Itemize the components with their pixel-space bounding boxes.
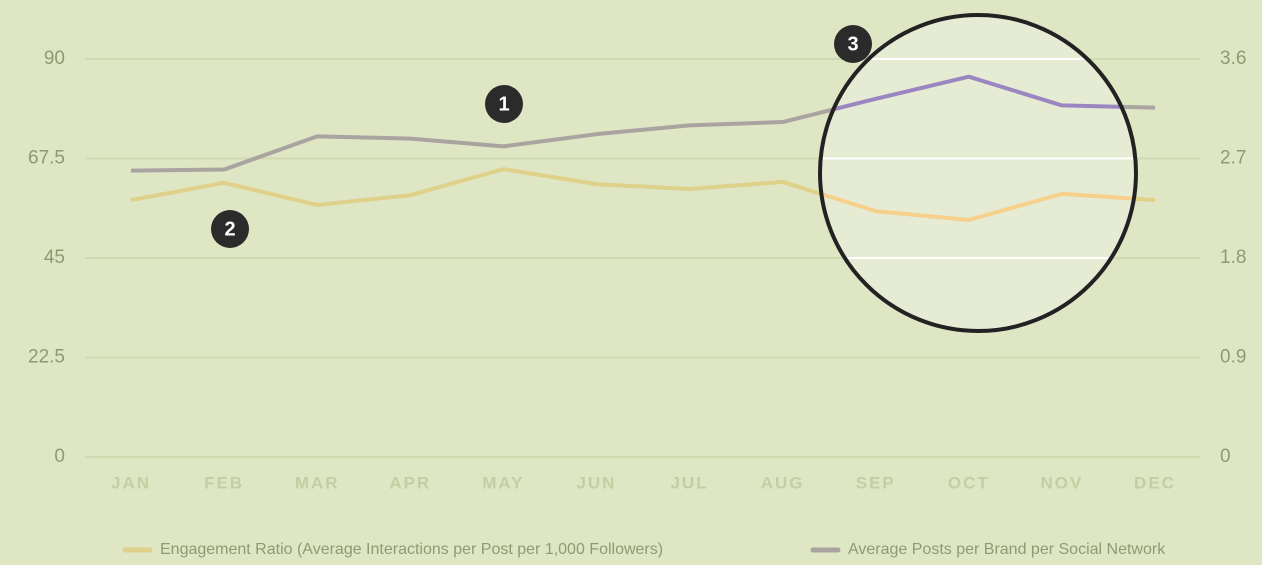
x-tick-label: OCT <box>948 473 990 492</box>
x-tick-label: SEP <box>856 473 896 492</box>
x-tick-label: AUG <box>761 473 805 492</box>
badge-label: 2 <box>224 218 235 240</box>
y-tick-label: 45 <box>44 247 65 268</box>
legend-label: Average Posts per Brand per Social Netwo… <box>848 541 1166 558</box>
lens-border <box>818 13 1138 333</box>
y2-tick-label: 2.7 <box>1220 148 1246 169</box>
lens-line <box>822 74 1134 173</box>
x-tick-label: JUN <box>576 473 616 492</box>
x-tick-label: MAY <box>482 473 524 492</box>
legend-label: Engagement Ratio (Average Interactions p… <box>160 541 663 558</box>
lens <box>822 58 1134 259</box>
badge <box>211 210 249 248</box>
y2-tick-label: 1.8 <box>1220 247 1246 268</box>
x-tick-label: MAR <box>295 473 340 492</box>
x-tick-label: JAN <box>111 473 151 492</box>
y-tick-label: 0 <box>54 446 65 467</box>
x-tick-label: APR <box>389 473 431 492</box>
x-tick-label: JUL <box>670 473 708 492</box>
y-tick-label: 67.5 <box>28 148 65 169</box>
badge-label: 3 <box>847 33 858 55</box>
y2-tick-label: 0.9 <box>1220 347 1246 368</box>
x-tick-label: FEB <box>204 473 244 492</box>
y-tick-label: 22.5 <box>28 347 65 368</box>
lens-fill <box>822 17 1134 329</box>
y2-tick-label: 3.6 <box>1220 48 1246 69</box>
x-tick-label: NOV <box>1040 473 1083 492</box>
x-tick-label: DEC <box>1134 473 1176 492</box>
badge-label: 1 <box>498 93 509 115</box>
lens-line <box>822 167 1134 222</box>
badge <box>834 25 872 63</box>
y2-tick-label: 0 <box>1220 446 1231 467</box>
badge <box>485 85 523 123</box>
y-tick-label: 90 <box>44 48 65 69</box>
